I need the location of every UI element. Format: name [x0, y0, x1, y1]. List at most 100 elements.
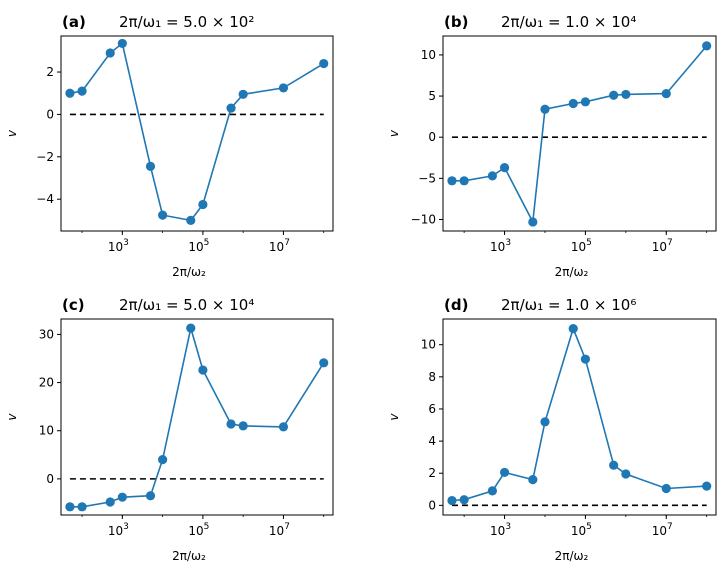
plot-frame: [60, 318, 334, 516]
data-point: [621, 89, 631, 100]
panel-label: (a): [62, 13, 86, 31]
x-axis-label: 2π/ω₂: [555, 265, 589, 279]
y-tick-label: 20: [39, 376, 54, 390]
x-tick-label: 105: [188, 238, 209, 254]
data-point: [459, 176, 469, 186]
panel-label: (c): [62, 296, 85, 314]
data-point: [459, 495, 469, 505]
y-tick-label: −2: [36, 150, 54, 164]
x-tick-label: 103: [490, 238, 511, 254]
chart-title: 2π/ω₁ = 5.0 × 10⁴: [119, 296, 254, 314]
y-axis-label: v: [5, 129, 19, 137]
x-axis-label: 2π/ω₂: [172, 265, 206, 279]
x-tick-label: 103: [108, 522, 129, 538]
data-point: [278, 83, 289, 93]
y-tick-label: 0: [428, 498, 436, 512]
data-point: [145, 491, 156, 501]
data-point: [238, 421, 248, 431]
y-tick-label: 5: [428, 89, 436, 103]
data-point: [568, 98, 578, 109]
chart-panel-3: (c) 2π/ω₁ = 5.0 × 10⁴ 0 10 20 30 103 105 107 2π/ω…: [5, 296, 334, 563]
x-tick-label: 105: [571, 238, 592, 254]
data-point: [661, 483, 671, 494]
y-tick-label: 10: [39, 424, 54, 438]
data-point: [198, 365, 208, 375]
data-point: [65, 502, 75, 512]
y-axis-label: v: [387, 129, 401, 137]
y-tick-label: 10: [421, 338, 436, 352]
x-tick-label: 105: [188, 522, 209, 538]
y-tick-label: 0: [46, 107, 54, 121]
y-tick-label: 30: [39, 327, 54, 341]
data-point: [487, 486, 497, 496]
data-point: [540, 104, 550, 114]
data-point: [158, 210, 168, 220]
data-point: [145, 161, 156, 171]
series-line: [452, 45, 708, 225]
data-point: [186, 323, 196, 333]
data-point: [77, 502, 87, 512]
chart-title: 2π/ω₁ = 5.0 × 10²: [119, 13, 254, 31]
data-point: [65, 88, 75, 98]
data-point: [580, 97, 591, 107]
data-point: [621, 469, 631, 479]
data-point: [117, 492, 127, 502]
data-point: [447, 176, 457, 186]
data-point: [226, 103, 236, 113]
data-point: [198, 199, 208, 210]
series-line: [69, 327, 325, 508]
panel-label: (d): [444, 296, 468, 314]
y-tick-label: −4: [36, 192, 54, 206]
data-point: [278, 422, 289, 432]
data-point: [238, 89, 248, 99]
plot-frame: [442, 35, 717, 232]
series-line: [69, 41, 325, 222]
data-point: [702, 41, 712, 51]
y-tick-label: 8: [428, 370, 436, 384]
data-point: [226, 419, 236, 429]
x-tick-label: 107: [269, 238, 290, 254]
data-point: [186, 215, 196, 226]
data-point: [568, 324, 578, 334]
x-tick-label: 103: [108, 238, 129, 254]
data-point: [105, 497, 115, 507]
y-tick-label: 6: [428, 402, 436, 416]
data-point: [77, 86, 87, 96]
y-tick-label: −5: [418, 171, 436, 185]
x-tick-label: 107: [652, 522, 673, 538]
data-point: [499, 467, 510, 478]
data-point: [319, 358, 329, 368]
y-axis-label: v: [387, 413, 401, 421]
x-axis-label: 2π/ω₂: [555, 549, 589, 563]
data-point: [540, 417, 550, 427]
y-tick-label: 10: [421, 48, 436, 62]
chart-panel-1: (a) 2π/ω₁ = 5.0 × 10² −4 −2 0 2 103 105 107 2π/ω₂…: [5, 13, 334, 279]
x-tick-label: 105: [571, 522, 592, 538]
plot-frame: [60, 35, 334, 232]
data-point: [105, 48, 115, 58]
series-line: [451, 326, 707, 502]
chart-panel-2: (b) 2π/ω₁ = 1.0 × 10⁴ −10 −5 0 5 10 103 105 107 2π…: [387, 13, 717, 279]
x-tick-label: 107: [652, 238, 673, 254]
data-point: [158, 455, 168, 465]
y-tick-label: 2: [46, 65, 54, 79]
data-point: [117, 38, 127, 49]
y-tick-label: −10: [411, 212, 436, 226]
data-point: [609, 90, 619, 100]
data-point: [319, 58, 329, 69]
y-axis-label: v: [5, 413, 19, 421]
panel-label: (b): [444, 13, 468, 31]
data-point: [487, 171, 497, 181]
plot-frame: [442, 318, 717, 516]
data-point: [499, 163, 510, 173]
y-tick-label: 0: [428, 130, 436, 144]
x-tick-label: 107: [269, 522, 290, 538]
data-point: [609, 460, 619, 470]
x-tick-label: 103: [490, 522, 511, 538]
data-point: [528, 217, 538, 227]
data-point: [702, 481, 712, 491]
x-axis-label: 2π/ω₂: [172, 549, 206, 563]
y-tick-label: 4: [428, 434, 436, 448]
chart-title: 2π/ω₁ = 1.0 × 10⁶: [501, 296, 636, 314]
